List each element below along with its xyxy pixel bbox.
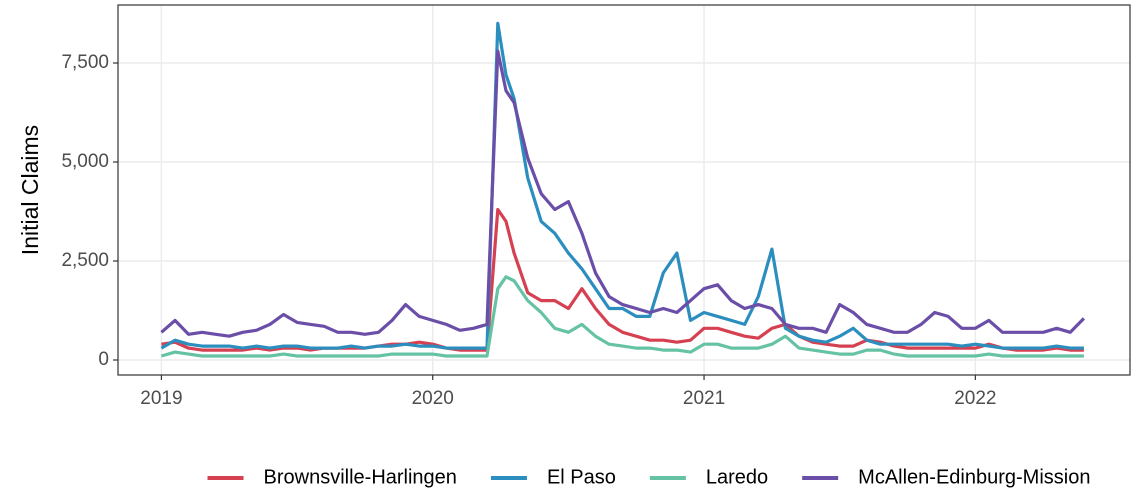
x-tick-label: 2019	[140, 388, 182, 409]
y-tick-label: 5,000	[61, 151, 109, 172]
y-tick-label: 7,500	[61, 52, 109, 73]
x-tick-label: 2021	[683, 388, 725, 409]
y-tick-label: 0	[98, 349, 109, 370]
y-axis-title: Initial Claims	[17, 125, 43, 255]
panel-border	[117, 4, 1131, 376]
grid	[118, 5, 1130, 375]
y-tick-label: 2,500	[61, 250, 109, 271]
series-line	[160, 275, 1084, 358]
panel	[118, 5, 1130, 375]
legend-label: McAllen-Edinburg-Mission	[858, 466, 1090, 488]
x-tick-label: 2020	[412, 388, 454, 409]
axes: 0 2,500 5,000 7,500 2019 2020 2021 2022	[61, 52, 996, 409]
legend-label: Laredo	[706, 466, 768, 488]
legend-label: El Paso	[547, 466, 616, 488]
x-tick-label: 2022	[954, 388, 996, 409]
legend: Brownsville-Harlingen El Paso Laredo McAlle…	[207, 466, 1090, 488]
lines	[160, 21, 1086, 358]
legend-label: Brownsville-Harlingen	[264, 466, 457, 488]
series-line	[160, 21, 1084, 350]
series-line	[160, 49, 1086, 338]
